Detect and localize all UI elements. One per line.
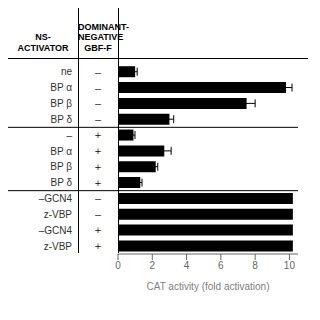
svg-text:–: – xyxy=(95,113,102,125)
svg-text:8: 8 xyxy=(252,260,258,271)
svg-text:6: 6 xyxy=(218,260,224,271)
svg-text:BP δ: BP δ xyxy=(50,114,72,125)
svg-text:+: + xyxy=(95,177,101,189)
svg-text:–GCN4: –GCN4 xyxy=(39,225,73,236)
svg-text:–GCN4: –GCN4 xyxy=(39,193,73,204)
svg-text:BP α: BP α xyxy=(50,146,72,157)
svg-text:–: – xyxy=(95,66,102,78)
html-text:DOMINANT- NEGATIVE GBF-F: DOMINANT- NEGATIVE GBF-F xyxy=(78,21,129,54)
svg-text:+: + xyxy=(95,224,101,236)
svg-text:ne: ne xyxy=(61,66,73,77)
svg-text:z-VBP: z-VBP xyxy=(44,209,73,220)
svg-text:+: + xyxy=(95,240,101,252)
svg-text:–: – xyxy=(95,97,102,109)
svg-text:2: 2 xyxy=(150,260,156,271)
svg-text:10: 10 xyxy=(284,260,296,271)
svg-text:+: + xyxy=(95,161,101,173)
svg-text:–: – xyxy=(95,208,102,220)
svg-text:BP β: BP β xyxy=(50,98,72,109)
svg-text:–: – xyxy=(66,130,72,141)
svg-text:0: 0 xyxy=(115,260,121,271)
svg-text:BP δ: BP δ xyxy=(50,177,72,188)
svg-text:BP β: BP β xyxy=(50,161,72,172)
svg-text:+: + xyxy=(95,129,101,141)
svg-text:4: 4 xyxy=(184,260,190,271)
svg-text:BP α: BP α xyxy=(50,82,72,93)
html-text:NS- ACTIVATOR: NS- ACTIVATOR xyxy=(17,32,69,54)
svg-text:–: – xyxy=(95,82,102,94)
svg-text:CAT activity (fold activation): CAT activity (fold activation) xyxy=(146,281,269,292)
svg-text:+: + xyxy=(95,145,101,157)
svg-text:z-VBP: z-VBP xyxy=(44,241,73,252)
svg-text:–: – xyxy=(95,192,102,204)
